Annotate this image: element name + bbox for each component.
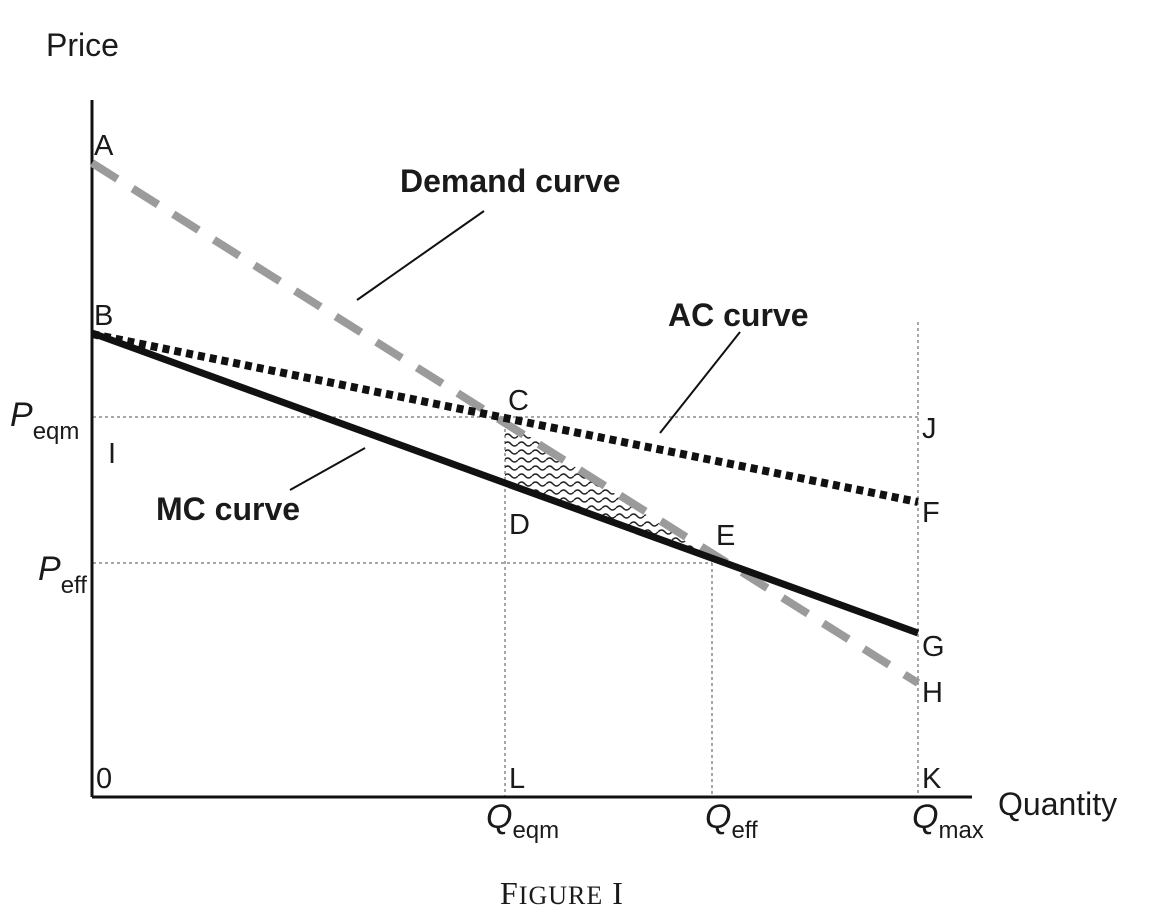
- mc-curve-line: [90, 329, 920, 637]
- ac-curve-line: [91, 330, 919, 506]
- point-label-l: L: [509, 763, 525, 795]
- x-axis-title: Quantity: [998, 786, 1117, 822]
- leader-lines: [289, 210, 741, 491]
- q-eqm-tick-label: Qeqm: [486, 798, 559, 844]
- axes: [90, 100, 972, 799]
- point-label-f: F: [922, 497, 940, 529]
- point-label-h: H: [922, 677, 943, 709]
- demand-leader-line: [356, 210, 485, 301]
- q-max-tick-label: Qmax: [912, 798, 984, 844]
- point-label-c: C: [508, 385, 529, 417]
- guide-lines: [93, 322, 919, 796]
- point-label-j: J: [922, 413, 937, 445]
- ac-leader-line: [659, 331, 741, 434]
- demand-curve-label: Demand curve: [400, 163, 621, 199]
- p-eqm-tick-label: Peqm: [10, 396, 79, 445]
- point-label-e: E: [716, 520, 735, 552]
- point-label-origin: 0: [96, 763, 112, 795]
- point-label-g: G: [922, 631, 945, 663]
- y-axis-title: Price: [46, 27, 119, 63]
- point-label-a: A: [94, 130, 114, 162]
- p-eff-tick-label: Peff: [38, 550, 87, 599]
- figure-caption: FIGURE I: [500, 875, 624, 911]
- demand-curve-line: [89, 159, 921, 687]
- q-eff-tick-label: Qeff: [705, 798, 758, 844]
- point-label-b: B: [94, 300, 113, 332]
- point-label-i: I: [108, 438, 116, 470]
- mc-curve-label: MC curve: [156, 491, 300, 527]
- point-label-d: D: [509, 509, 530, 541]
- point-label-k: K: [922, 763, 942, 795]
- mc-leader-line: [289, 447, 366, 491]
- ac-curve-label: AC curve: [668, 297, 809, 333]
